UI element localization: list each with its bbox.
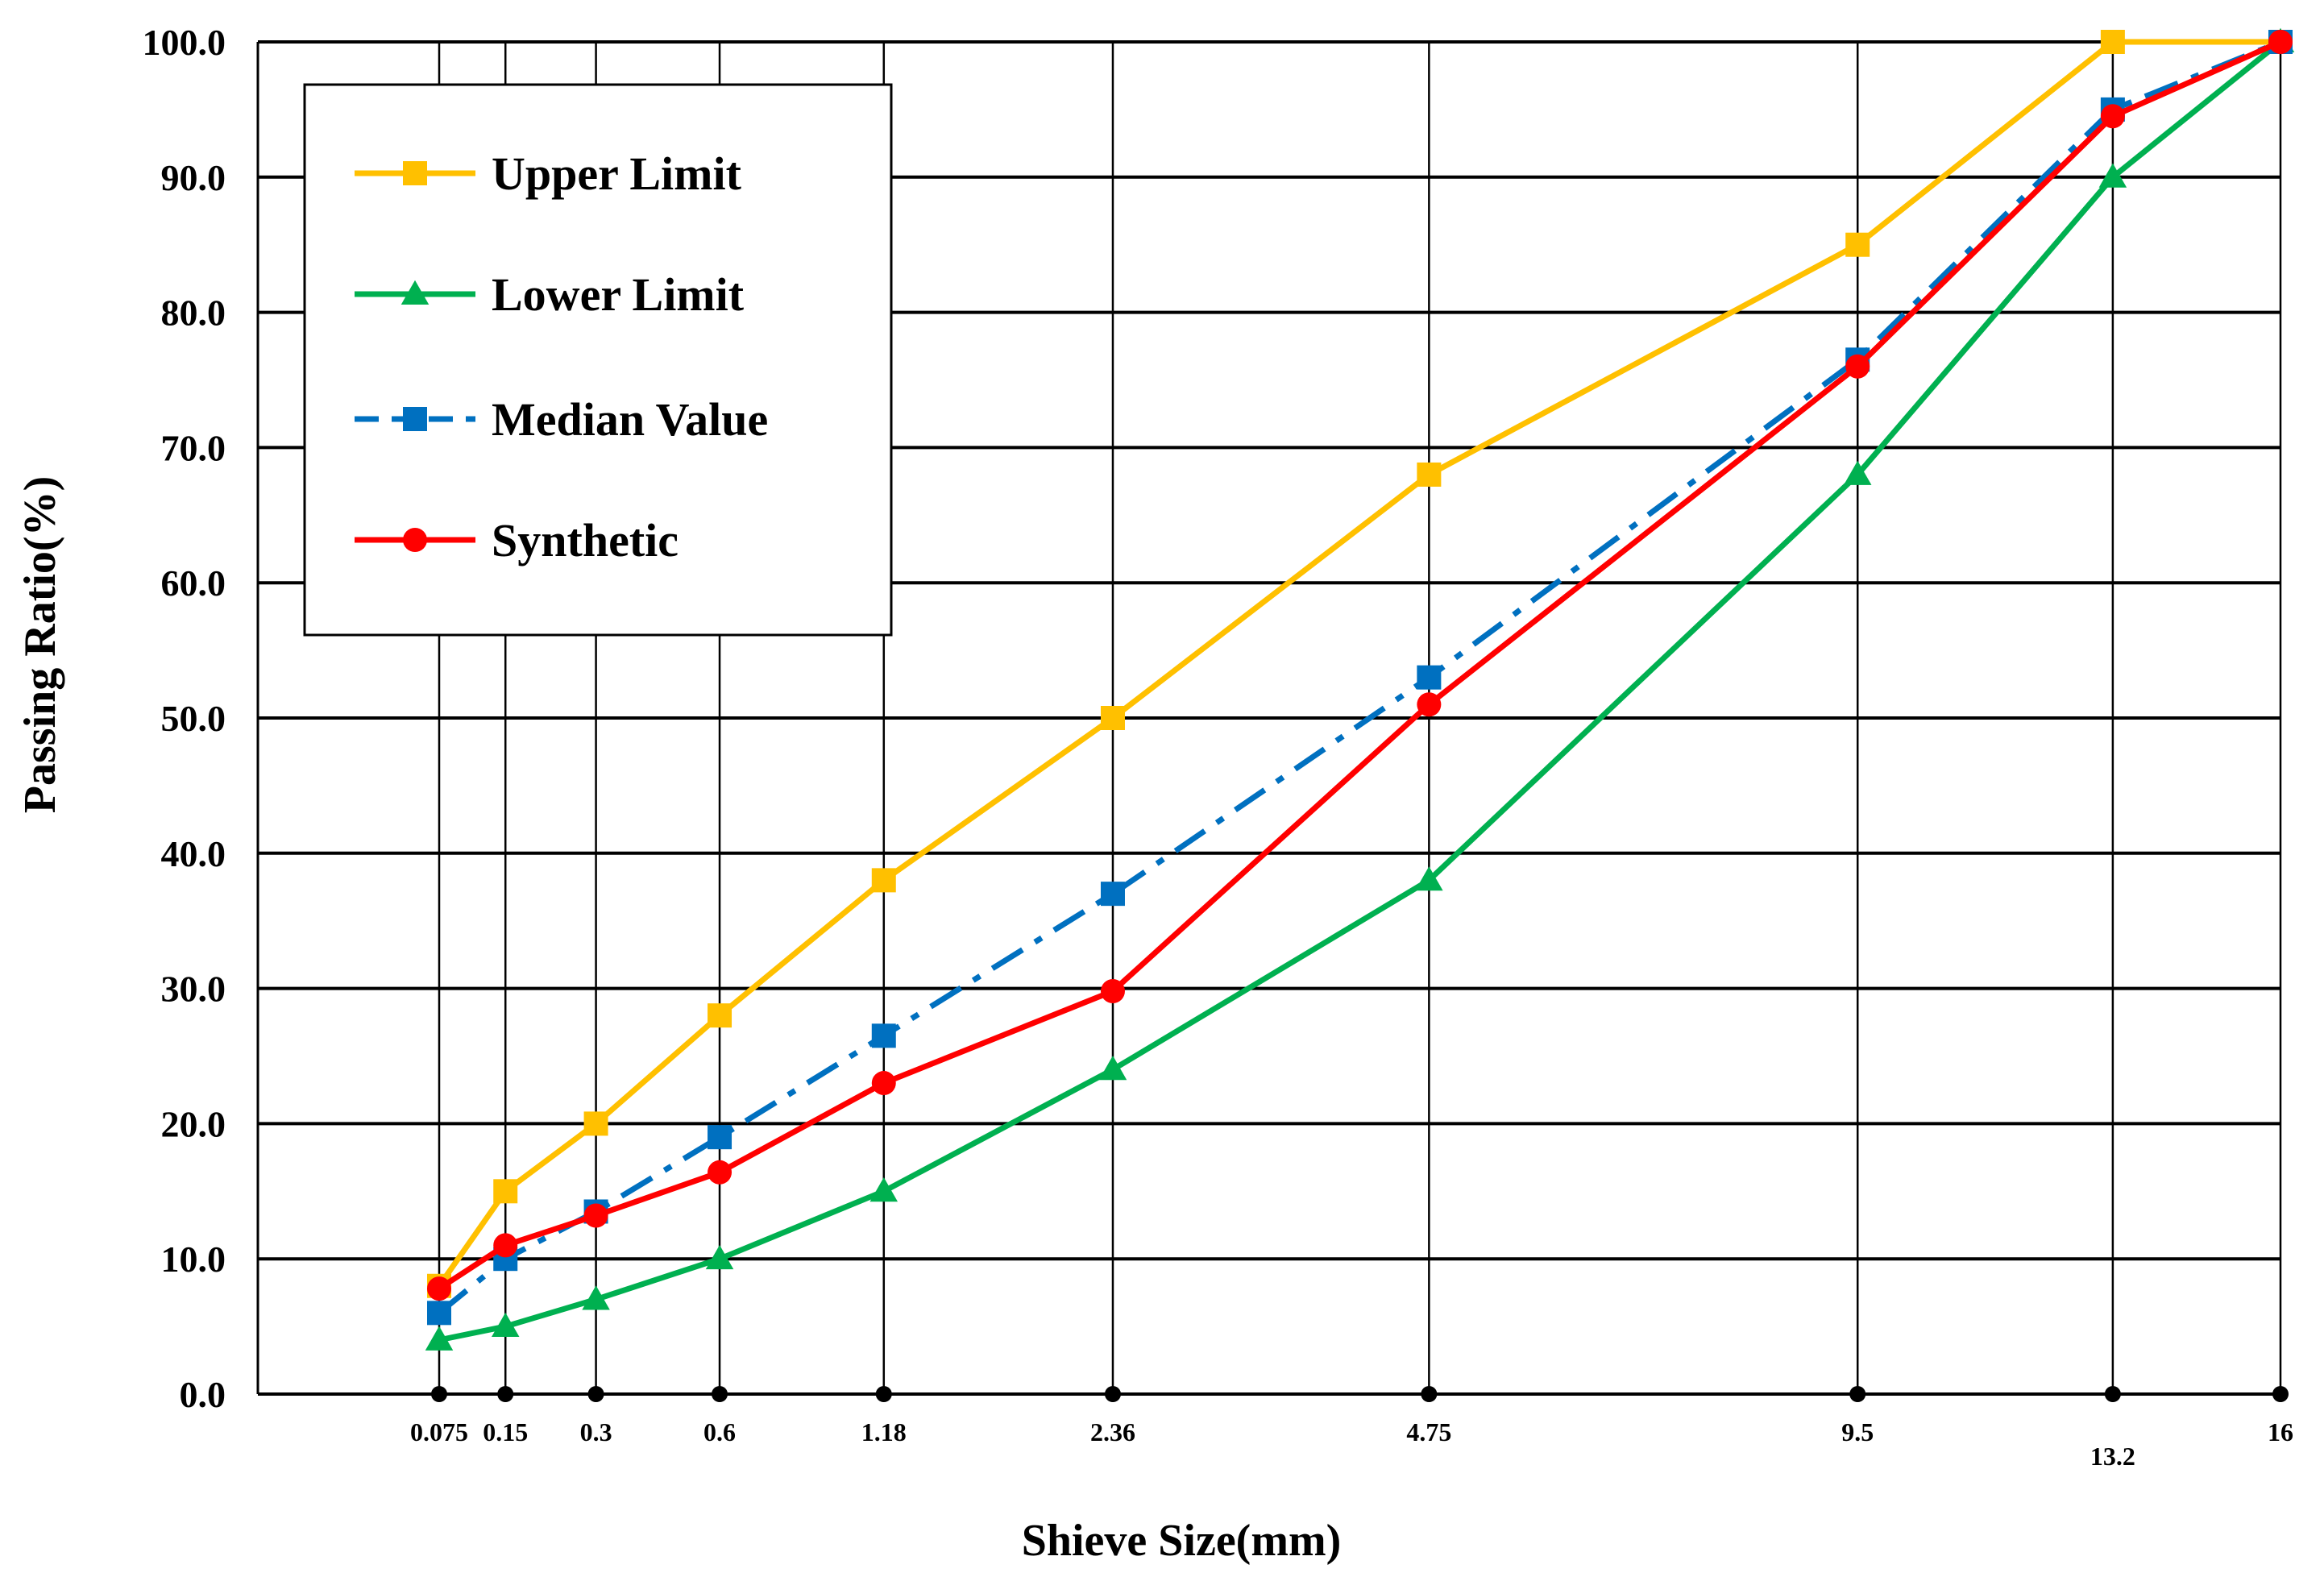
data-point bbox=[583, 1203, 608, 1228]
x-tick-dot bbox=[1849, 1386, 1866, 1402]
y-tick-label: 50.0 bbox=[161, 698, 226, 739]
x-tick-dot bbox=[712, 1386, 728, 1402]
data-point bbox=[1100, 978, 1125, 1003]
data-point bbox=[427, 1301, 451, 1326]
y-tick-label: 40.0 bbox=[161, 833, 226, 874]
legend-entry: Median Value bbox=[355, 393, 768, 446]
data-point bbox=[1417, 692, 1442, 717]
data-point bbox=[869, 1177, 898, 1202]
legend-label: Synthetic bbox=[492, 514, 679, 566]
data-point bbox=[871, 1023, 896, 1048]
data-point bbox=[1845, 354, 1870, 379]
data-point bbox=[1843, 460, 1872, 485]
y-axis-title: Passing Ratio(%) bbox=[15, 476, 65, 813]
legend-entry: Lower Limit bbox=[355, 268, 745, 321]
data-point bbox=[427, 1276, 451, 1301]
x-tick-label: 0.075 bbox=[410, 1417, 468, 1446]
legend: Upper Limit Lower Limit Median Value Synthe… bbox=[303, 83, 893, 637]
legend-label: Upper Limit bbox=[492, 147, 742, 200]
y-tick-label: 90.0 bbox=[161, 157, 226, 198]
data-point bbox=[871, 1071, 896, 1096]
data-point bbox=[1100, 882, 1125, 907]
data-point bbox=[1417, 462, 1442, 487]
x-tick-dot bbox=[875, 1386, 892, 1402]
series-line bbox=[437, 39, 2280, 1288]
y-tick-label: 0.0 bbox=[180, 1374, 226, 1415]
data-point bbox=[2098, 163, 2127, 188]
data-point bbox=[425, 1326, 454, 1351]
series-line bbox=[438, 39, 2282, 1292]
legend-marker bbox=[403, 407, 427, 431]
data-point bbox=[2268, 30, 2293, 54]
data-point bbox=[1845, 232, 1870, 257]
data-point bbox=[583, 1111, 608, 1136]
series-lower-limit bbox=[425, 27, 2295, 1351]
y-tick-label: 30.0 bbox=[161, 969, 226, 1010]
legend-box bbox=[303, 83, 893, 637]
x-tick-label: 0.3 bbox=[580, 1417, 612, 1446]
data-point bbox=[491, 1312, 520, 1338]
x-tick-dot bbox=[587, 1386, 604, 1402]
x-tick-dot bbox=[1421, 1386, 1438, 1402]
x-tick-dot bbox=[497, 1386, 514, 1402]
x-tick-label: 16 bbox=[2268, 1417, 2293, 1446]
y-tick-label: 80.0 bbox=[161, 293, 226, 334]
data-point bbox=[1417, 665, 1442, 690]
data-point bbox=[1415, 866, 1443, 891]
legend-marker bbox=[400, 280, 430, 305]
x-tick-label: 0.6 bbox=[703, 1417, 736, 1446]
series-line bbox=[438, 39, 2283, 1343]
legend-label: Lower Limit bbox=[492, 268, 745, 321]
data-point bbox=[2100, 30, 2125, 54]
x-tick-label: 13.2 bbox=[2090, 1442, 2135, 1471]
x-tick-dot bbox=[1104, 1386, 1121, 1402]
legend-marker bbox=[403, 528, 427, 552]
legend-marker bbox=[403, 161, 427, 185]
data-point bbox=[708, 1003, 732, 1028]
x-axis-title: Shieve Size(mm) bbox=[1022, 1516, 1342, 1566]
data-point bbox=[1098, 1056, 1127, 1081]
data-point bbox=[708, 1160, 732, 1185]
legend-label: Median Value bbox=[492, 393, 768, 446]
legend-entry: Synthetic bbox=[355, 514, 679, 566]
data-point bbox=[1100, 706, 1125, 730]
data-point bbox=[708, 1125, 732, 1150]
y-axis: 0.0 10.0 20.0 30.0 40.0 50.0 60.0 70.0 80.0 90.0 1… bbox=[143, 22, 259, 1415]
data-point bbox=[493, 1233, 518, 1258]
x-tick-label: 2.36 bbox=[1090, 1417, 1135, 1446]
x-tick-label: 9.5 bbox=[1841, 1417, 1874, 1446]
data-point bbox=[2100, 104, 2125, 129]
data-point bbox=[582, 1285, 610, 1310]
x-tick-dot bbox=[431, 1386, 447, 1402]
data-point bbox=[705, 1244, 734, 1270]
data-point bbox=[493, 1179, 518, 1204]
x-tick-dot bbox=[2104, 1386, 2121, 1402]
x-tick-label: 1.18 bbox=[861, 1417, 907, 1446]
data-point bbox=[871, 868, 896, 893]
series-synthetic bbox=[427, 30, 2293, 1301]
x-tick-dot bbox=[2272, 1386, 2289, 1402]
x-tick-label: 0.15 bbox=[483, 1417, 528, 1446]
y-tick-label: 10.0 bbox=[161, 1239, 226, 1280]
series-group bbox=[425, 27, 2295, 1351]
y-tick-label: 70.0 bbox=[161, 427, 226, 468]
legend-entry: Upper Limit bbox=[355, 147, 742, 200]
series-line bbox=[437, 39, 2282, 1316]
y-tick-label: 60.0 bbox=[161, 562, 226, 604]
x-axis: 0.075 0.15 0.3 0.6 1.18 2.36 4.75 9.5 13.2 16 bbox=[410, 1386, 2293, 1471]
y-tick-label: 20.0 bbox=[161, 1103, 226, 1144]
x-tick-label: 4.75 bbox=[1406, 1417, 1451, 1446]
y-tick-label: 100.0 bbox=[143, 22, 226, 63]
